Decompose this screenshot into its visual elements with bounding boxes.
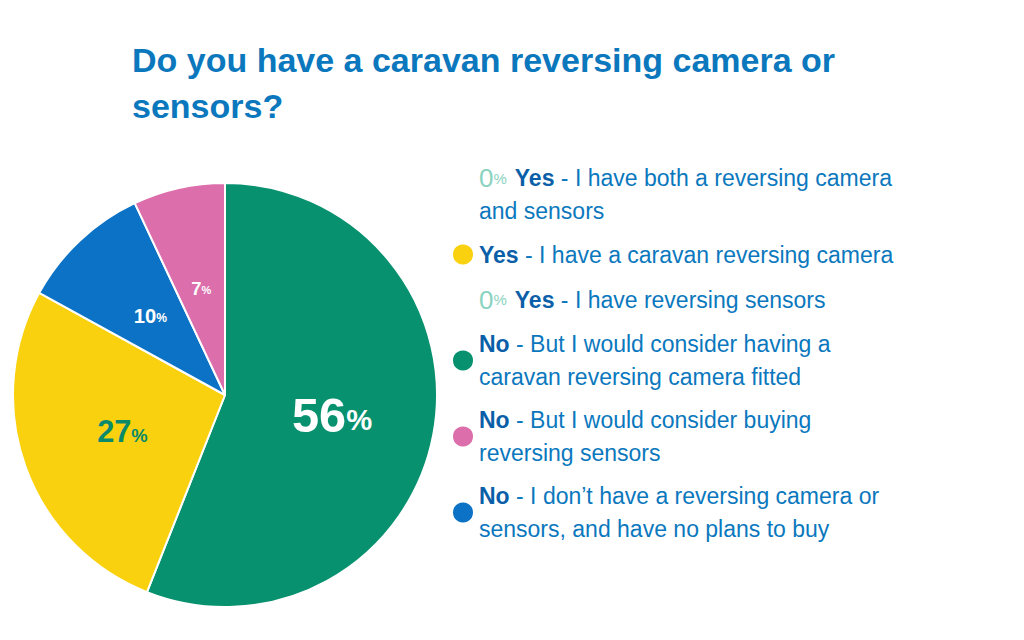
svg-text:%: % [131, 424, 147, 445]
svg-text:0: 0 [479, 163, 493, 193]
svg-text:%: % [493, 170, 506, 187]
svg-text:Yes: Yes [479, 242, 519, 268]
svg-text:reversing sensors: reversing sensors [479, 440, 661, 466]
svg-text:0: 0 [479, 285, 493, 315]
svg-text:caravan reversing camera fitte: caravan reversing camera fitted [479, 364, 801, 390]
svg-text:- But I would consider having: - But I would consider having a [510, 331, 831, 357]
svg-text:- I don’t have a reversing cam: - I don’t have a reversing camera or [510, 483, 880, 509]
svg-text:No: No [479, 483, 510, 509]
svg-text:27: 27 [97, 414, 131, 449]
svg-text:7: 7 [191, 278, 201, 299]
svg-text:No: No [479, 407, 510, 433]
svg-text:Do you have a caravan reversin: Do you have a caravan reversing camera o… [132, 41, 844, 79]
svg-text:56: 56 [292, 388, 346, 442]
svg-text:- But I would consider buying: - But I would consider buying [510, 407, 812, 433]
svg-text:- I have both a reversing came: - I have both a reversing camera [554, 165, 892, 191]
svg-text:No: No [479, 331, 510, 357]
svg-text:%: % [156, 311, 167, 325]
svg-text:sensors, and have no plans to: sensors, and have no plans to buy [479, 516, 830, 542]
svg-text:Yes: Yes [515, 165, 555, 191]
svg-text:10: 10 [134, 305, 156, 327]
svg-text:- I have reversing sensors: - I have reversing sensors [554, 287, 825, 313]
svg-text:Yes: Yes [515, 287, 555, 313]
svg-text:and sensors: and sensors [479, 198, 604, 224]
svg-text:%: % [493, 291, 506, 308]
svg-text:%: % [201, 284, 211, 296]
svg-text:%: % [346, 404, 372, 436]
svg-text:- I have a caravan reversing c: - I have a caravan reversing camera [519, 242, 894, 268]
svg-text:sensors?: sensors? [132, 87, 283, 125]
